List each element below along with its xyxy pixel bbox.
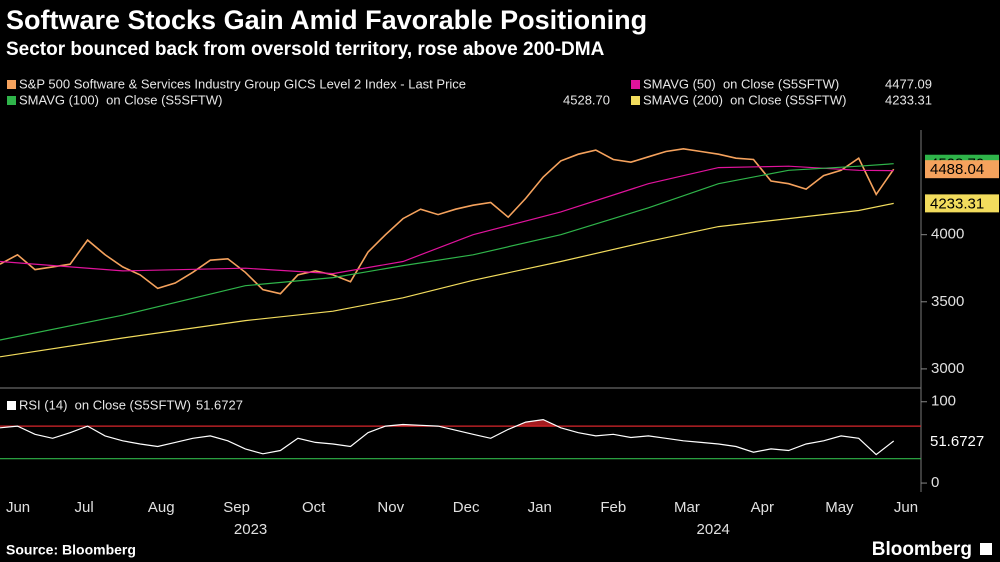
x-tick-label: Jun	[894, 499, 918, 516]
year-label: 2023	[234, 521, 267, 538]
axis-tag-label: 51.6727	[930, 433, 984, 450]
x-tick-label: Nov	[377, 499, 404, 516]
axis-tag	[925, 194, 999, 213]
legend-label: RSI (14) on Close (S5SFTW)	[19, 397, 191, 412]
x-tick-label: Jun	[6, 499, 30, 516]
legend-value: 4233.31	[885, 92, 932, 107]
axis-tag-label: 4233.31	[930, 195, 984, 212]
axis-tag-label: 4488.04	[930, 161, 984, 178]
axis-tag	[925, 160, 999, 179]
x-tick-label: Jul	[75, 499, 94, 516]
y-tick-label: 100	[931, 393, 956, 410]
series-line	[0, 163, 894, 341]
y-tick-label: 4000	[931, 226, 964, 243]
x-tick-label: Oct	[302, 499, 326, 516]
legend-swatch	[631, 80, 640, 89]
year-label: 2024	[697, 521, 730, 538]
series-line	[0, 418, 895, 456]
brand-icon	[980, 543, 992, 555]
x-tick-label: Jan	[528, 499, 552, 516]
y-tick-label: 0	[931, 474, 939, 491]
legend-value: 4528.70	[563, 92, 610, 107]
x-tick-label: Dec	[453, 499, 480, 516]
legend-swatch	[7, 80, 16, 89]
y-tick-label: 3000	[931, 360, 964, 377]
legend-swatch	[631, 96, 640, 105]
legend-label: S&P 500 Software & Services Industry Gro…	[19, 76, 466, 91]
series-line	[0, 147, 895, 295]
x-tick-label: Sep	[223, 499, 250, 516]
legend-value: 4477.09	[885, 76, 932, 91]
overbought-fill	[0, 419, 894, 427]
legend-label: SMAVG (50) on Close (S5SFTW)	[643, 76, 839, 91]
x-tick-label: Mar	[674, 499, 700, 516]
x-tick-label: Aug	[148, 499, 175, 516]
brand: Bloomberg	[872, 539, 972, 560]
series-line	[0, 202, 894, 358]
chart-title: Software Stocks Gain Amid Favorable Posi…	[6, 5, 647, 35]
x-tick-label: Feb	[600, 499, 626, 516]
x-tick-label: May	[825, 499, 854, 516]
legend-swatch	[7, 401, 16, 410]
series-line	[0, 165, 894, 275]
y-tick-label: 3500	[931, 293, 964, 310]
chart-subtitle: Sector bounced back from oversold territ…	[6, 39, 605, 60]
legend-label: SMAVG (100) on Close (S5SFTW)	[19, 92, 222, 107]
x-tick-label: Apr	[751, 499, 774, 516]
axis-tag	[925, 432, 999, 451]
source: Source: Bloomberg	[6, 542, 136, 558]
legend-value: 51.6727	[196, 397, 243, 412]
legend-swatch	[7, 96, 16, 105]
legend-label: SMAVG (200) on Close (S5SFTW)	[643, 92, 846, 107]
